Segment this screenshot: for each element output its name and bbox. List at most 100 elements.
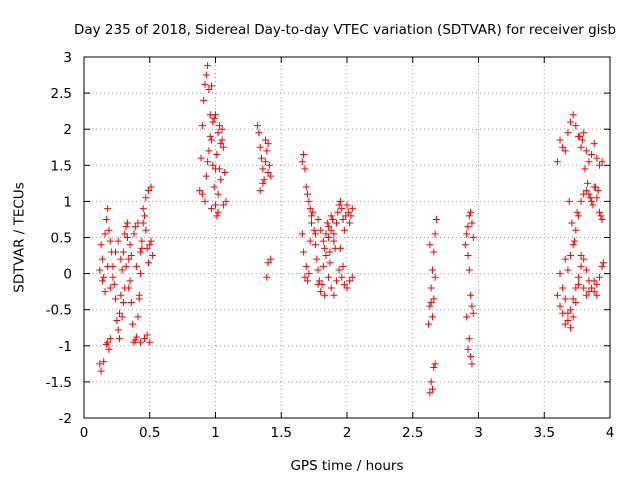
y-tick-label: -2 <box>59 411 72 427</box>
data-point <box>568 219 576 227</box>
x-tick-label: 0 <box>80 425 89 441</box>
data-point <box>469 309 477 317</box>
data-point <box>218 125 226 133</box>
data-point <box>205 147 213 155</box>
data-point <box>140 335 148 343</box>
data-point <box>569 313 577 321</box>
data-point <box>310 226 318 234</box>
data-point <box>255 129 263 137</box>
data-point <box>134 313 142 321</box>
data-point <box>576 132 584 140</box>
data-point <box>215 122 223 130</box>
data-point <box>214 190 222 198</box>
data-point <box>346 277 354 285</box>
data-point <box>556 302 564 310</box>
x-tick-label: 1.5 <box>271 425 292 441</box>
data-point <box>121 284 129 292</box>
data-point <box>97 367 105 375</box>
data-point <box>101 230 109 238</box>
data-point <box>564 266 572 274</box>
data-point <box>198 122 206 130</box>
data-point <box>144 187 152 195</box>
data-point <box>105 345 113 353</box>
data-point <box>580 255 588 263</box>
data-point <box>426 389 434 397</box>
data-point <box>116 309 124 317</box>
data-point <box>322 252 330 260</box>
data-point <box>261 136 269 144</box>
grid-layer <box>84 57 610 418</box>
data-point <box>553 291 561 299</box>
data-point <box>595 273 603 281</box>
data-point <box>114 237 122 245</box>
x-tick-label: 3 <box>474 425 483 441</box>
data-point <box>98 255 106 263</box>
data-point <box>256 187 264 195</box>
data-point <box>598 262 606 270</box>
data-point <box>343 201 351 209</box>
y-tick-label: 1 <box>63 194 72 210</box>
x-tick-label: 3.5 <box>534 425 555 441</box>
data-point <box>260 176 268 184</box>
data-point <box>263 147 271 155</box>
data-point <box>197 154 205 162</box>
data-point <box>430 363 438 371</box>
data-point <box>332 277 340 285</box>
y-tick-label: 2 <box>63 122 72 138</box>
data-point <box>315 277 323 285</box>
data-point <box>202 172 210 180</box>
data-point <box>126 241 134 249</box>
data-point <box>567 252 575 260</box>
data-point <box>561 147 569 155</box>
data-point <box>336 244 344 252</box>
data-point <box>592 183 600 191</box>
data-point <box>196 187 204 195</box>
data-point <box>140 212 148 220</box>
data-point <box>314 280 322 288</box>
data-point <box>343 284 351 292</box>
data-point <box>425 320 433 328</box>
data-point <box>322 230 330 238</box>
data-point <box>112 248 120 256</box>
tick-layer <box>83 56 611 419</box>
data-point <box>326 248 334 256</box>
data-point <box>428 313 436 321</box>
data-point <box>267 172 275 180</box>
data-point <box>302 183 310 191</box>
data-point <box>117 255 125 263</box>
data-point <box>327 284 335 292</box>
data-point <box>595 208 603 216</box>
data-point <box>431 273 439 281</box>
data-point <box>123 219 131 227</box>
data-point <box>469 234 477 241</box>
data-point <box>323 219 331 227</box>
data-point <box>214 208 222 216</box>
data-point <box>336 197 344 205</box>
data-point <box>582 291 590 299</box>
data-point <box>133 262 141 270</box>
data-point <box>118 266 126 274</box>
data-point <box>305 197 313 205</box>
data-point <box>578 136 586 144</box>
data-point <box>309 208 317 216</box>
data-point <box>334 208 342 216</box>
y-tick-label: -1.5 <box>46 375 72 391</box>
data-point <box>137 338 145 346</box>
data-point <box>330 237 338 245</box>
data-point <box>121 230 129 238</box>
data-point <box>338 205 346 213</box>
data-point <box>302 262 310 270</box>
data-point <box>265 161 273 169</box>
data-point <box>123 234 131 241</box>
y-tick-label: 3 <box>63 50 72 66</box>
data-point <box>130 230 138 238</box>
data-point <box>212 111 219 119</box>
data-point <box>104 338 112 346</box>
data-point <box>344 208 352 216</box>
y-tick-label: 0 <box>63 267 72 283</box>
data-point <box>589 201 597 209</box>
data-point <box>300 248 308 256</box>
data-point <box>264 140 272 148</box>
data-point <box>467 208 475 216</box>
data-point <box>561 295 569 303</box>
